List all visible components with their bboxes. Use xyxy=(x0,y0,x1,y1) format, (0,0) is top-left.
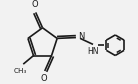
Text: CH₃: CH₃ xyxy=(13,68,26,74)
Text: N: N xyxy=(78,32,84,41)
Text: O: O xyxy=(31,0,38,9)
Text: HN: HN xyxy=(87,47,99,56)
Text: O: O xyxy=(41,74,47,83)
